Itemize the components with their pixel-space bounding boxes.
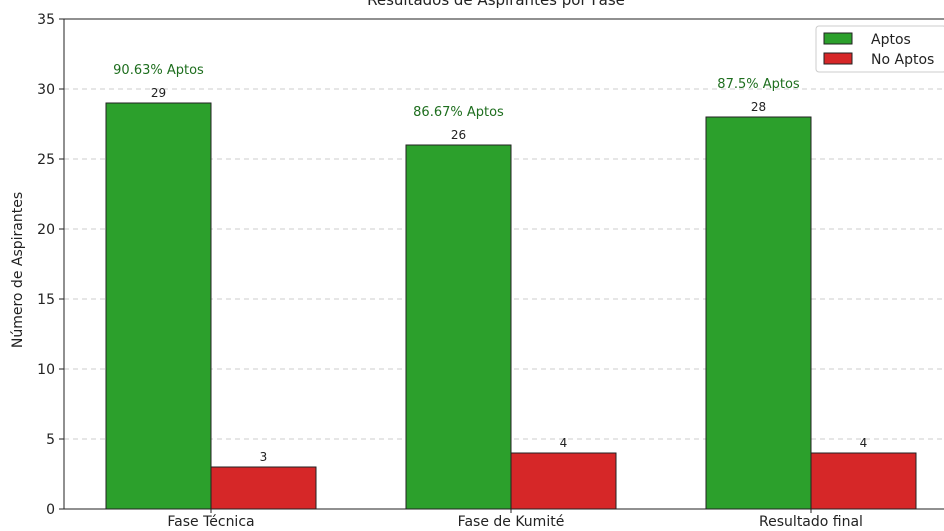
bar-aptos (105, 102, 212, 510)
chart-title: Resultados de Aspirantes por Fase (367, 0, 625, 9)
legend-swatch (823, 52, 853, 65)
y-tick-label: 5 (46, 432, 55, 448)
bar-no-aptos (810, 452, 917, 510)
annotation: 86.67% Aptos (413, 105, 504, 120)
y-tick-label: 35 (37, 12, 55, 28)
legend-label: No Aptos (871, 52, 934, 68)
data-label: 29 (151, 86, 166, 100)
axes: 0 5 10 15 20 25 30 35 Fase Técnica Fase de Kumité… (37, 12, 944, 530)
bar-aptos (705, 116, 812, 510)
y-tick-label: 25 (37, 152, 55, 168)
bar-aptos (405, 144, 512, 510)
data-label: 28 (751, 100, 766, 114)
data-label: 4 (860, 436, 868, 450)
data-label: 3 (260, 450, 268, 464)
y-tick-label: 30 (37, 82, 55, 98)
data-label: 4 (560, 436, 568, 450)
y-tick-label: 10 (37, 362, 55, 378)
legend-swatch (823, 32, 853, 45)
y-tick-label: 0 (46, 502, 55, 518)
legend-label: Aptos (871, 32, 911, 48)
bar-no-aptos (510, 452, 617, 510)
data-label: 26 (451, 128, 466, 142)
y-tick-label: 20 (37, 222, 55, 238)
annotation: 87.5% Aptos (717, 77, 800, 92)
x-tick-label: Resultado final (759, 514, 863, 530)
y-tick-label: 15 (37, 292, 55, 308)
x-tick-label: Fase de Kumité (458, 514, 565, 530)
bar-no-aptos (210, 466, 317, 510)
y-axis-label: Número de Aspirantes (10, 192, 26, 348)
legend: Aptos No Aptos (815, 25, 944, 73)
bars (105, 102, 917, 510)
data-labels: 29 3 90.63% Aptos 26 4 86.67% Aptos 28 4 87.5% A… (113, 63, 867, 464)
annotation: 90.63% Aptos (113, 63, 204, 78)
x-tick-label: Fase Técnica (167, 514, 254, 530)
